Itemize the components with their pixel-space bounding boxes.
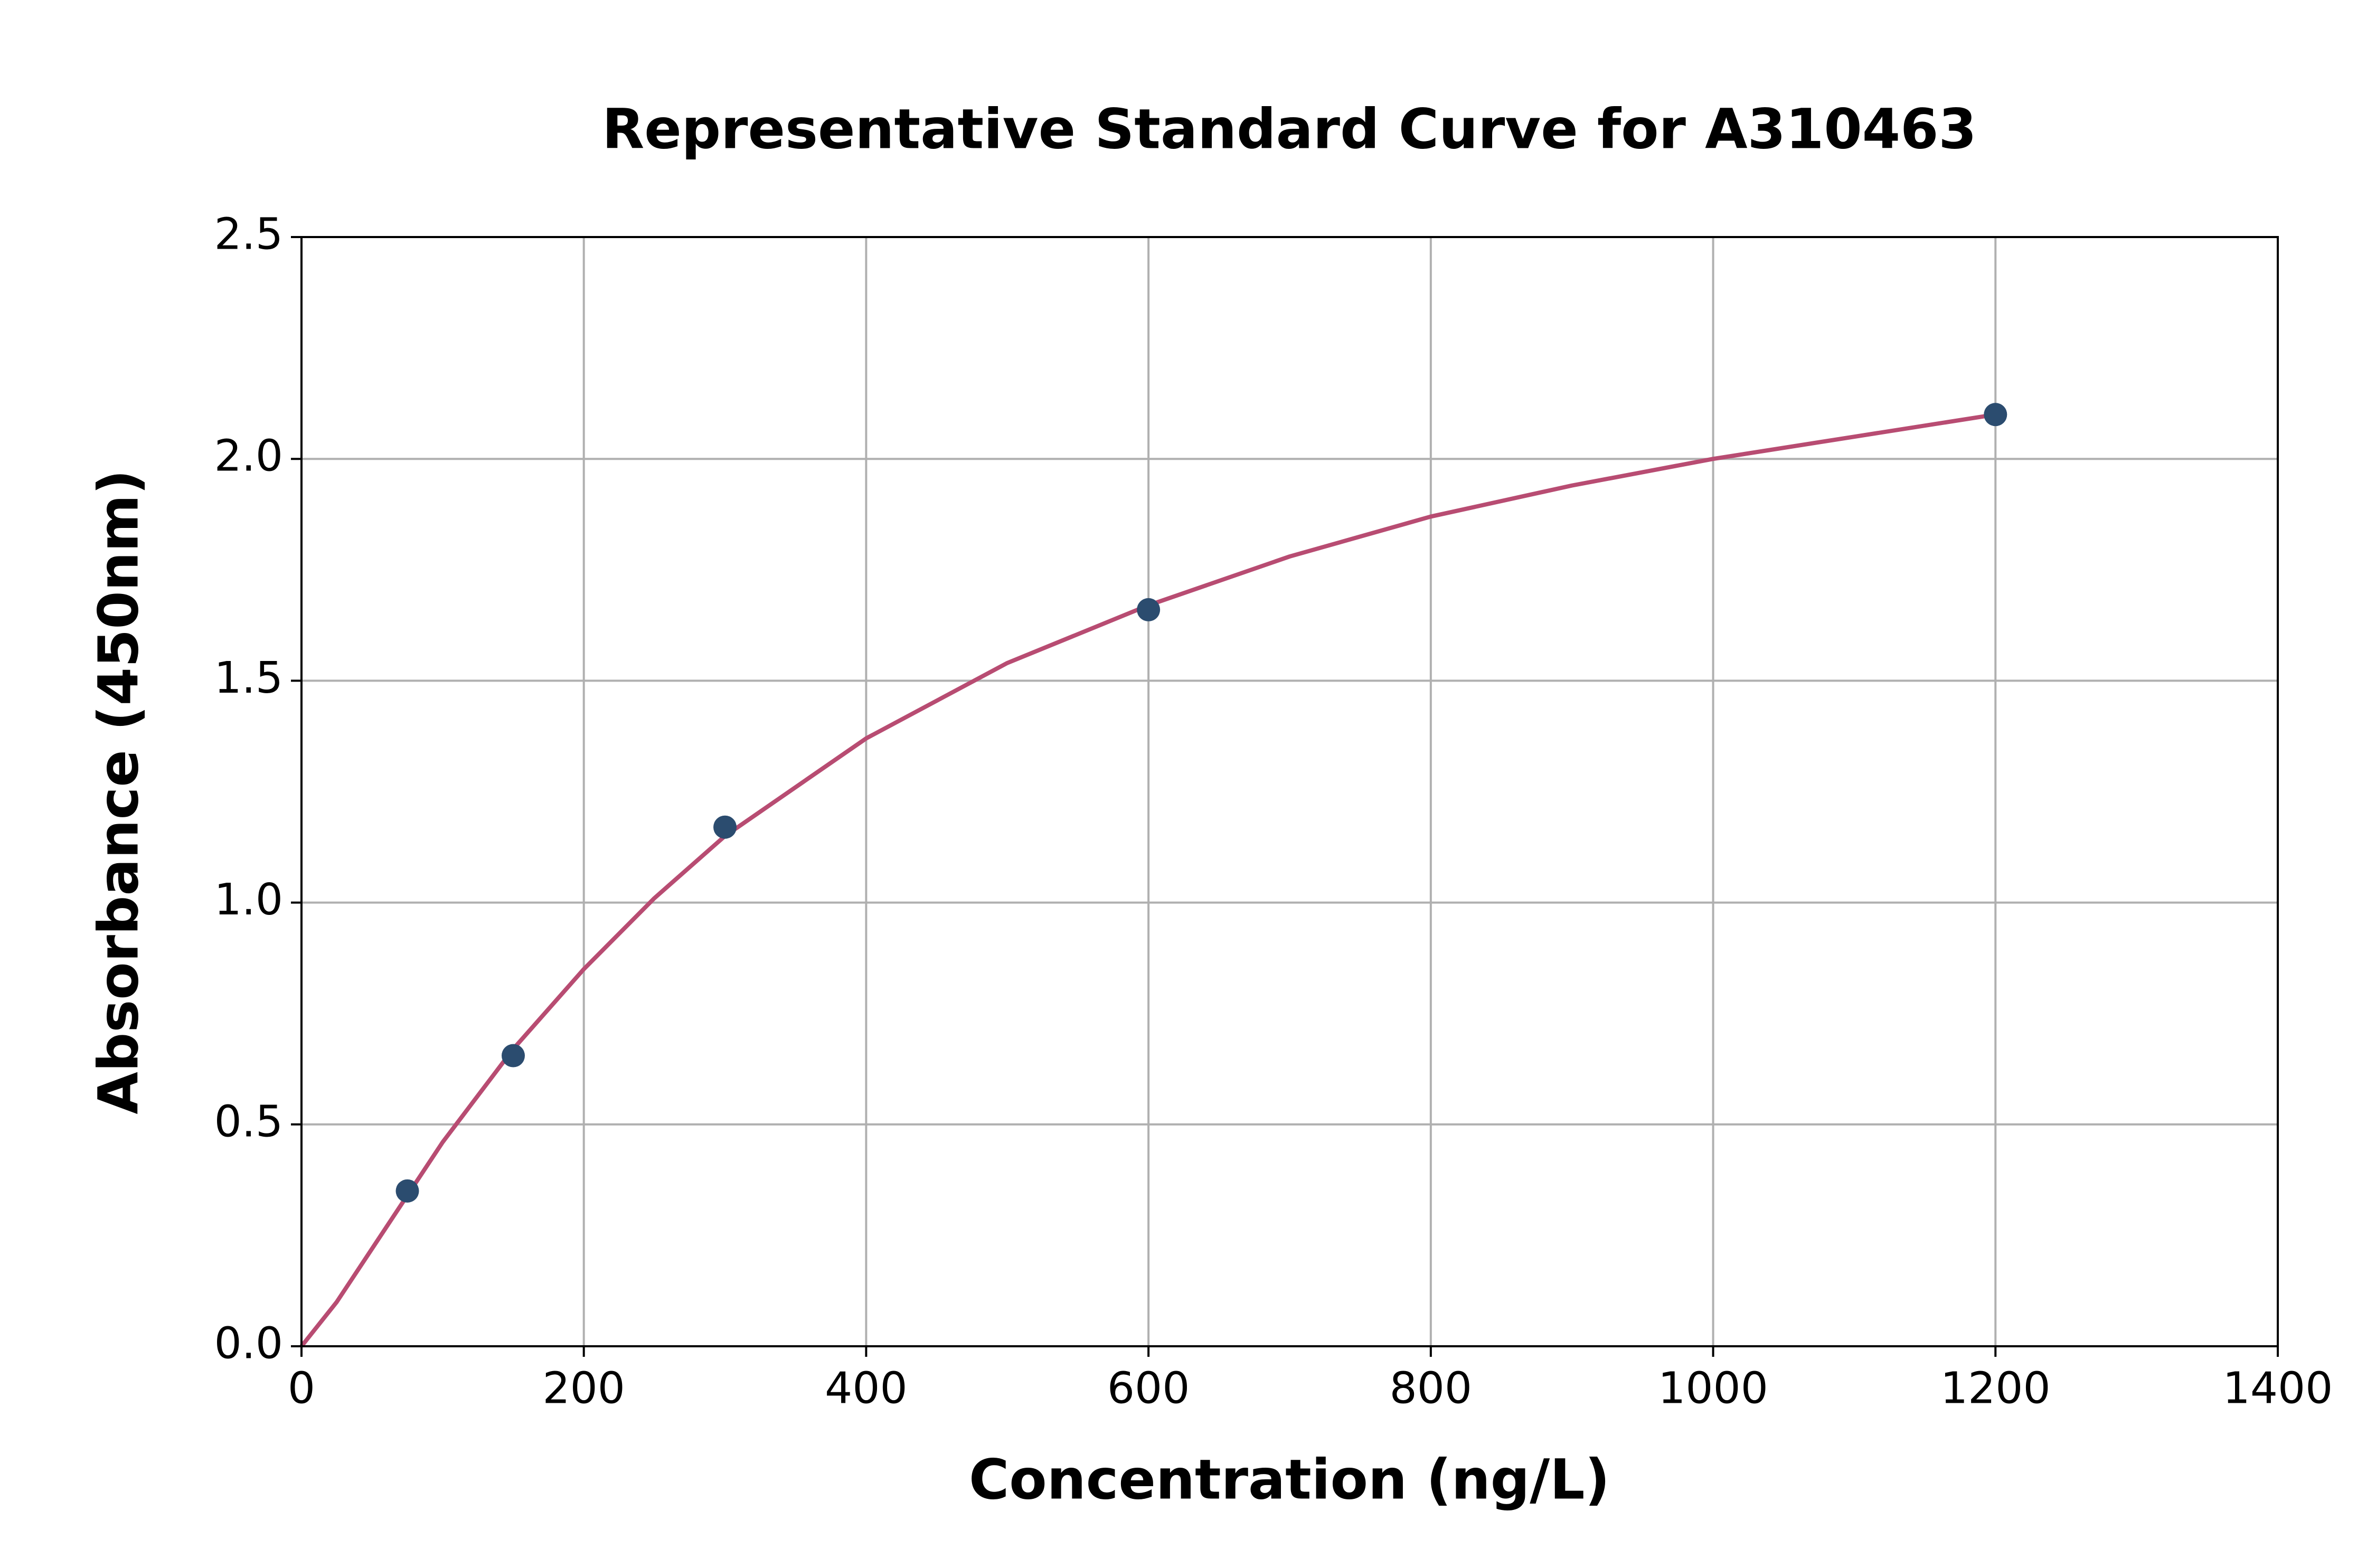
x-tick-label: 600 xyxy=(1107,1363,1190,1413)
plot-frame xyxy=(300,236,2279,1347)
chart-title: Representative Standard Curve for A31046… xyxy=(602,97,1977,161)
y-tick-label: 0.5 xyxy=(214,1097,283,1147)
data-point xyxy=(1137,598,1161,621)
x-axis-label: Concentration (ng/L) xyxy=(969,1447,1610,1512)
x-tick-label: 1000 xyxy=(1658,1363,1768,1413)
x-tick-label: 1200 xyxy=(1940,1363,2051,1413)
fit-curve xyxy=(299,412,1996,1348)
x-tick-label: 0 xyxy=(288,1363,315,1413)
data-point xyxy=(502,1044,525,1068)
data-point xyxy=(395,1179,419,1203)
y-tick-label: 2.5 xyxy=(214,209,283,259)
y-tick-label: 1.0 xyxy=(214,875,283,925)
data-point xyxy=(713,815,737,839)
y-tick-label: 1.5 xyxy=(214,653,283,703)
x-tick-label: 200 xyxy=(542,1363,625,1413)
y-tick-label: 2.0 xyxy=(214,431,283,481)
y-axis-label: Absorbance (450nm) xyxy=(86,469,150,1114)
x-tick-label: 800 xyxy=(1390,1363,1473,1413)
x-tick-label: 1400 xyxy=(2223,1363,2333,1413)
x-tick-label: 400 xyxy=(825,1363,908,1413)
y-tick-label: 0.0 xyxy=(214,1318,283,1368)
data-point xyxy=(1984,403,2007,427)
